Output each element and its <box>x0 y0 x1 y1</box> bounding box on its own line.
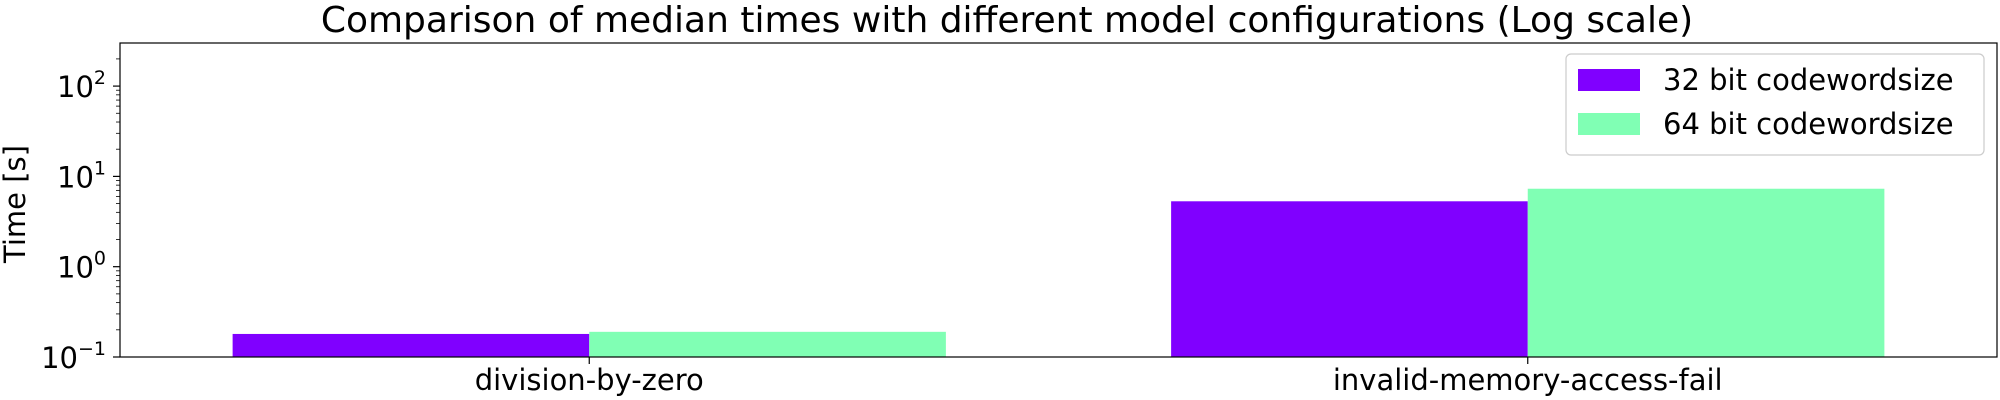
bar-division-by-zero-1 <box>232 333 590 357</box>
x-tick-label: division-by-zero <box>475 363 704 397</box>
plot-frame <box>119 42 1998 358</box>
chart-title: Comparison of median times with differen… <box>321 0 1693 41</box>
legend-swatch-2 <box>1578 113 1640 135</box>
y-tick-label: 10−1 <box>41 338 106 375</box>
bar-invalid-memory-access-fail-2 <box>1527 188 1885 357</box>
legend-label-1: 32 bit codewordsize <box>1663 63 1954 97</box>
legend-label-2: 64 bit codewordsize <box>1663 107 1954 141</box>
y-tick-label: 102 <box>57 67 106 104</box>
y-tick-label: 101 <box>57 157 106 194</box>
legend-box <box>1565 53 1985 156</box>
axes-group: division-by-zero invalid-memory-access-fa… <box>41 42 1998 397</box>
legend-swatch-1 <box>1578 69 1640 91</box>
y-tick-label: 100 <box>57 248 106 285</box>
y-axis-title: Time [s] <box>0 145 32 264</box>
bar-division-by-zero-2 <box>589 331 946 357</box>
bars-group <box>232 188 1885 357</box>
x-tick-label: invalid-memory-access-fail <box>1333 363 1723 397</box>
legend: 32 bit codewordsize 64 bit codewordsize <box>1565 53 1985 156</box>
bar-invalid-memory-access-fail-1 <box>1171 201 1528 357</box>
